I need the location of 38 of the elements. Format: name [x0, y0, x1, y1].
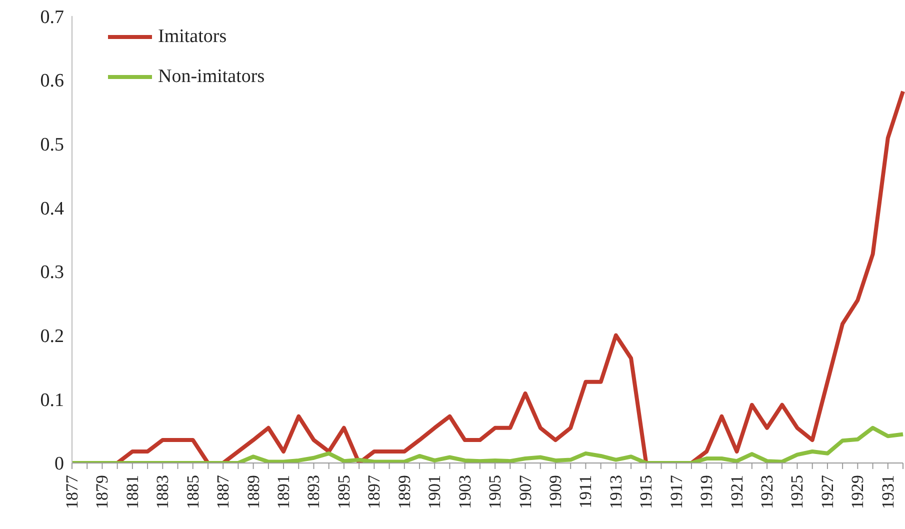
- legend-label: Non-imitators: [158, 66, 265, 88]
- legend-label: Imitators: [158, 26, 227, 48]
- y-tick-label: 0.4: [40, 198, 64, 220]
- x-tick-label: 1913: [606, 475, 626, 509]
- x-tick-label: 1891: [274, 475, 294, 509]
- x-tick-label: 1931: [878, 475, 898, 509]
- x-tick-label: 1915: [636, 475, 656, 509]
- x-tick-label: 1883: [153, 475, 172, 509]
- x-tick-label: 1911: [576, 475, 596, 508]
- x-tick-label: 1879: [92, 475, 112, 509]
- x-tick-label: 1921: [727, 475, 746, 509]
- x-tick-label: 1903: [455, 475, 474, 509]
- x-tick-label: 1923: [758, 475, 777, 509]
- x-tick-label: 1885: [183, 475, 202, 509]
- x-tick-label: 1927: [818, 474, 837, 509]
- y-tick-label: 0.7: [40, 6, 64, 28]
- y-tick-label: 0.2: [40, 326, 64, 348]
- x-tick-label: 1899: [394, 475, 414, 509]
- x-tick-label: 1909: [546, 475, 565, 509]
- x-tick-label: 1897: [364, 474, 384, 509]
- x-tick-label: 1917: [666, 474, 686, 509]
- x-tick-label: 1895: [334, 475, 354, 509]
- x-tick-label: 1877: [62, 474, 82, 509]
- x-tick-label: 1929: [848, 475, 868, 509]
- x-tick-label: 1907: [516, 474, 535, 509]
- x-tick-label: 1925: [788, 475, 807, 509]
- x-tick-label: 1905: [486, 475, 505, 509]
- x-tick-label: 1893: [304, 475, 324, 509]
- y-tick-label: 0.5: [40, 134, 64, 156]
- y-tick-label: 0.6: [40, 70, 64, 92]
- x-tick-label: 1889: [244, 475, 263, 509]
- x-tick-label: 1901: [425, 475, 444, 509]
- x-tick-label: 1919: [697, 475, 716, 509]
- y-tick-label: 0.3: [40, 262, 64, 284]
- x-tick-label: 1881: [122, 475, 142, 509]
- y-tick-label: 0.1: [40, 390, 64, 411]
- y-tick-label: 0: [54, 454, 64, 475]
- x-tick-label: 1887: [214, 474, 233, 509]
